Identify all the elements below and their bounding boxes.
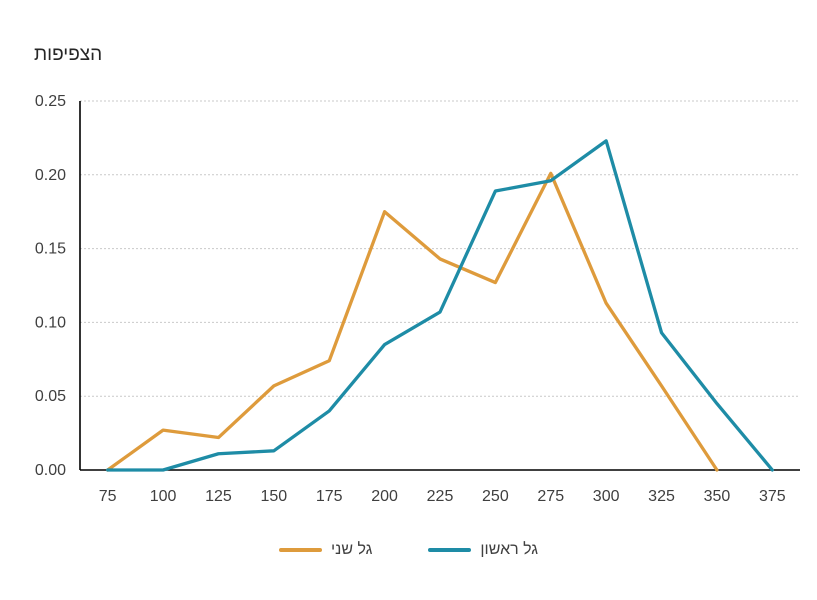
x-axis-tick-label: 250 — [482, 488, 509, 505]
y-axis-tick-label: 0.10 — [35, 314, 66, 331]
legend-label-second-wave: גל שני — [330, 541, 373, 558]
x-axis-tick-label: 375 — [759, 488, 786, 505]
y-axis-tick-label: 0.25 — [35, 93, 66, 110]
x-axis-tick-label: 275 — [537, 488, 564, 505]
chart-title: הצפיפות — [34, 44, 103, 65]
series-line-0 — [106, 171, 719, 472]
legend-swatch-second-wave — [278, 548, 322, 552]
x-axis-tick-label: 300 — [593, 488, 620, 505]
y-axis-tick-label: 0.15 — [35, 241, 66, 258]
legend-item-second-wave: גל שני — [278, 541, 373, 559]
x-axis-tick-label: 75 — [99, 488, 117, 505]
legend-label-first-wave: גל ראשון — [480, 541, 539, 558]
x-axis-tick-label: 200 — [371, 488, 398, 505]
y-axis-tick-label: 0.00 — [35, 462, 66, 479]
x-axis-tick-label: 150 — [260, 488, 287, 505]
legend-item-first-wave: גל ראשון — [428, 541, 538, 559]
series-line-1 — [106, 139, 774, 472]
x-axis-tick-label: 175 — [316, 488, 343, 505]
legend-swatch-first-wave — [428, 548, 472, 552]
x-axis-tick-label: 100 — [150, 488, 177, 505]
x-axis-tick-label: 350 — [704, 488, 731, 505]
y-axis-tick-label: 0.05 — [35, 388, 66, 405]
y-axis-tick-label: 0.20 — [35, 167, 66, 184]
legend: גל שני גל ראשון — [0, 541, 817, 559]
x-axis-tick-label: 225 — [427, 488, 454, 505]
x-axis-tick-label: 125 — [205, 488, 232, 505]
x-axis-tick-label: 325 — [648, 488, 675, 505]
line-chart: 0.00 0.05 0.10 0.15 0.20 0.25 75 100 125 150 175 20… — [35, 93, 800, 505]
